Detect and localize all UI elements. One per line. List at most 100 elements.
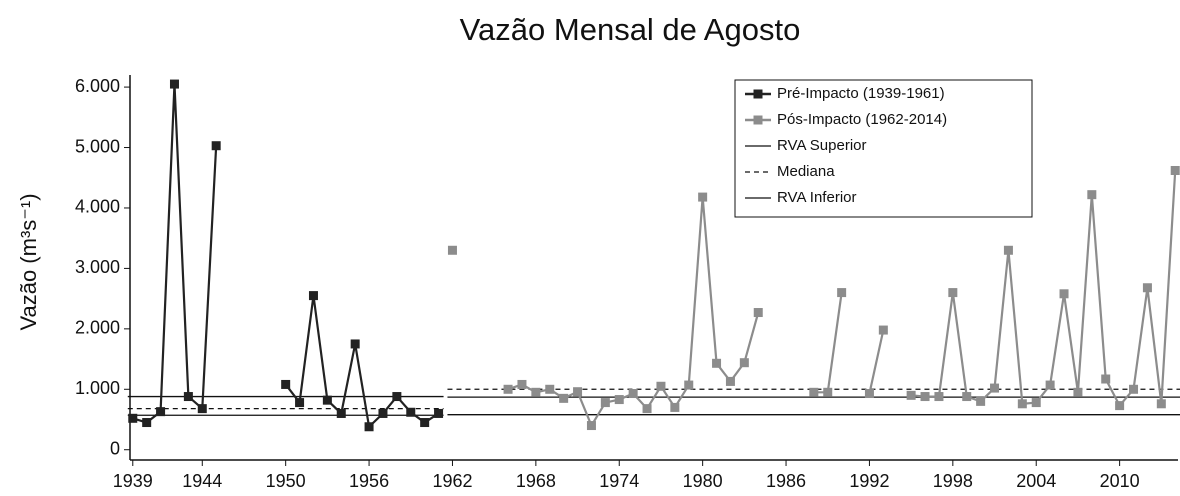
x-tick-label: 1962 [432, 471, 472, 491]
y-axis-label: Vazão (m³s⁻¹) [16, 193, 41, 330]
series-line [868, 329, 885, 394]
x-tick-label: 1986 [766, 471, 806, 491]
x-tick-label: 1956 [349, 471, 389, 491]
data-point [434, 408, 444, 418]
x-tick-label: 2010 [1100, 471, 1140, 491]
data-point [1170, 165, 1180, 175]
data-point [809, 387, 819, 397]
data-point [906, 390, 916, 400]
data-point [684, 380, 694, 390]
x-tick-label: 1944 [182, 471, 222, 491]
x-tick-label: 1950 [266, 471, 306, 491]
data-point [1031, 398, 1041, 408]
data-point [586, 421, 596, 431]
y-tick-label: 0 [110, 438, 120, 458]
series-line [284, 295, 440, 429]
data-point [864, 389, 874, 399]
legend-label: Pré-Impacto (1939-1961) [777, 85, 945, 102]
y-tick-label: 1.000 [75, 378, 120, 398]
series-line [132, 84, 218, 424]
data-point [295, 398, 305, 408]
data-point [753, 308, 763, 318]
data-point [336, 408, 346, 418]
x-tick-label: 1980 [683, 471, 723, 491]
x-tick-label: 1974 [599, 471, 639, 491]
data-point [517, 379, 527, 389]
y-tick-label: 2.000 [75, 318, 120, 338]
data-point [837, 288, 847, 298]
y-tick-label: 4.000 [75, 197, 120, 217]
data-point [823, 387, 833, 397]
data-point [447, 245, 457, 255]
x-tick-label: 2004 [1016, 471, 1056, 491]
data-point [350, 339, 360, 349]
data-point [725, 376, 735, 386]
legend-label: Pós-Impacto (1962-2014) [777, 111, 947, 128]
data-point [1129, 384, 1139, 394]
data-point [364, 422, 374, 432]
data-point [920, 392, 930, 402]
data-point [698, 192, 708, 202]
data-point [614, 395, 624, 405]
data-point [211, 141, 221, 151]
data-point [573, 387, 583, 397]
x-tick-label: 1968 [516, 471, 556, 491]
data-point [183, 392, 193, 402]
data-point [142, 418, 152, 428]
data-point [503, 384, 513, 394]
legend-label: RVA Superior [777, 137, 867, 154]
y-tick-label: 3.000 [75, 257, 120, 277]
chart-title: Vazão Mensal de Agosto [460, 12, 801, 47]
data-point [990, 383, 1000, 393]
data-point [392, 392, 402, 402]
data-point [1142, 283, 1152, 293]
data-point [670, 402, 680, 412]
legend-marker [753, 115, 763, 125]
data-point [322, 395, 332, 405]
data-point [1156, 399, 1166, 409]
legend-label: RVA Inferior [777, 189, 856, 206]
data-point [378, 408, 388, 418]
data-point [1045, 380, 1055, 390]
y-tick-label: 5.000 [75, 136, 120, 156]
data-point [1115, 401, 1125, 411]
y-tick-label: 6.000 [75, 76, 120, 96]
data-point [739, 358, 749, 368]
data-point [406, 407, 416, 417]
data-point [156, 407, 166, 417]
x-tick-label: 1939 [113, 471, 153, 491]
data-point [559, 393, 569, 403]
data-point [1087, 190, 1097, 200]
x-tick-label: 1992 [849, 471, 889, 491]
data-point [642, 404, 652, 414]
legend-label: Mediana [777, 163, 835, 180]
data-point [878, 325, 888, 335]
data-point [1059, 289, 1069, 299]
x-tick-label: 1998 [933, 471, 973, 491]
data-point [1017, 399, 1027, 409]
data-point [420, 418, 430, 428]
data-point [197, 404, 207, 414]
data-point [1003, 245, 1013, 255]
data-point [712, 358, 722, 368]
legend-marker [753, 89, 763, 99]
series-line [813, 292, 843, 394]
data-point [1101, 374, 1111, 384]
data-point [1073, 387, 1083, 397]
data-point [948, 288, 958, 298]
data-point [934, 392, 944, 402]
data-point [281, 379, 291, 389]
legend-box [734, 79, 1033, 218]
data-point [628, 389, 638, 399]
data-point [169, 79, 179, 89]
data-point [531, 387, 541, 397]
legend: Pré-Impacto (1939-1961) Pós-Impacto (1962… [734, 79, 1033, 218]
data-point [545, 384, 555, 394]
data-point [308, 291, 318, 301]
data-point [656, 381, 666, 391]
data-point [962, 392, 972, 402]
data-point [128, 413, 138, 423]
data-point [600, 398, 610, 408]
data-point [976, 396, 986, 406]
